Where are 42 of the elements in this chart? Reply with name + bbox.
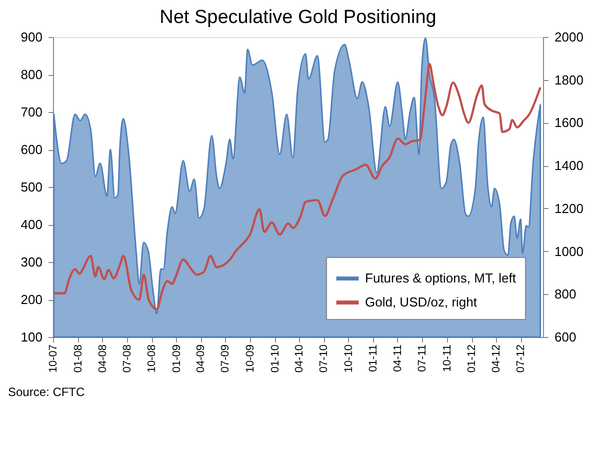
x-tick-label: 04-11	[392, 344, 404, 372]
x-tick-label: 04-10	[294, 344, 306, 373]
y2-tick-label: 1000	[554, 244, 584, 259]
x-tick-label: 01-10	[269, 344, 282, 373]
y-tick-label: 500	[20, 180, 42, 194]
x-tick-label: 07-08	[121, 344, 134, 373]
x-tick-label: 01-09	[170, 344, 183, 373]
x-tick-label: 10-11	[441, 344, 454, 372]
x-tick-label: 07-10	[318, 344, 330, 373]
source-note: Source: CFTC	[8, 385, 86, 399]
line-series	[52, 62, 542, 310]
y2-tick-label: 1600	[554, 115, 584, 130]
x-tick-label: 01-11	[368, 344, 380, 372]
x-tick-label: 04-08	[96, 344, 109, 373]
chart-title: Net Speculative Gold Positioning	[160, 7, 436, 28]
x-tick-label: 07-12	[515, 344, 528, 373]
y2-tick-label: 1800	[554, 72, 584, 88]
x-tick-label: 07-09	[220, 344, 232, 373]
y-tick-label: 900	[20, 30, 42, 44]
y-tick-label: 600	[20, 142, 42, 157]
y2-tick-label: 1200	[554, 200, 584, 216]
x-tick-label: 10-09	[244, 344, 257, 373]
x-tick-label: 10-10	[342, 344, 355, 373]
x-tick-label: 01-08	[72, 344, 84, 373]
y2-tick-label: 600	[554, 330, 576, 344]
y2-tick-label: 2000	[554, 30, 584, 44]
y-tick-label: 300	[20, 254, 42, 270]
legend-label: Gold, USD/oz, right	[365, 294, 478, 310]
x-tick-label: 07-11	[416, 344, 428, 372]
x-tick-label: 10-08	[146, 344, 158, 373]
y-tick-label: 800	[20, 67, 42, 82]
y2-tick-label: 1400	[554, 158, 584, 174]
y-tick-label: 200	[20, 292, 42, 307]
y-tick-label: 700	[20, 104, 42, 120]
x-tick-label: 10-07	[48, 344, 60, 373]
y-tick-label: 100	[20, 330, 42, 344]
y2-tick-label: 800	[554, 286, 576, 302]
x-tick-label: 04-09	[195, 344, 208, 373]
x-tick-label: 01-12	[466, 344, 478, 373]
y-tick-label: 400	[20, 217, 42, 232]
x-tick-label: 04-12	[490, 344, 503, 373]
legend-label: Futures & options, MT, left	[365, 270, 516, 286]
